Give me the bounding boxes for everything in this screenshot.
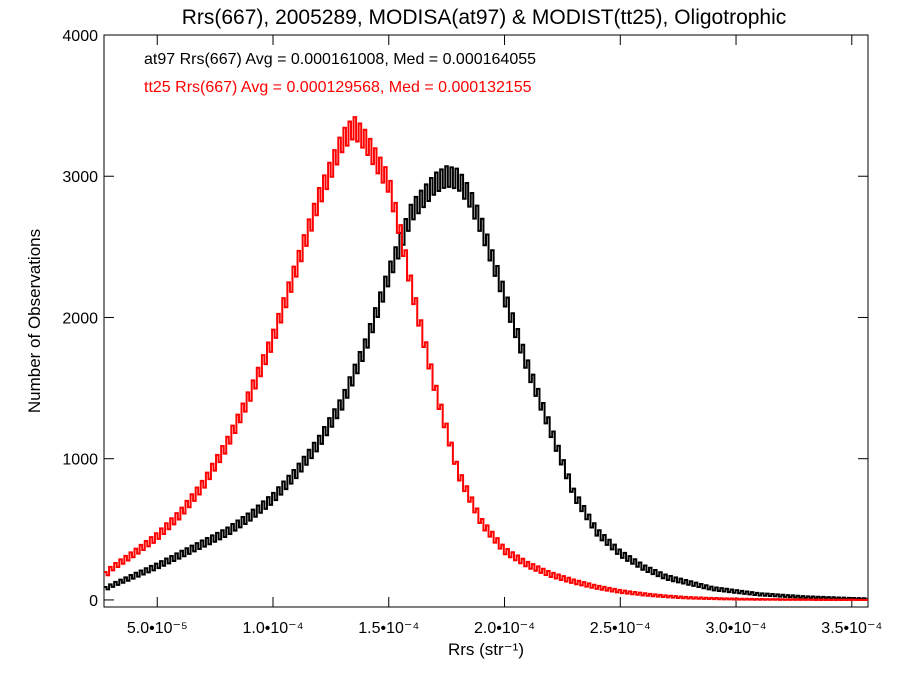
y-tick-label: 4000 (62, 28, 98, 45)
series-layer (104, 116, 868, 601)
x-tick-label: 2.5•10⁻⁴ (590, 620, 651, 637)
series-line-0 (104, 165, 868, 601)
y-axis: 0 1000 2000 3000 4000 (62, 28, 868, 610)
y-axis-label: Number of Observations (25, 229, 44, 413)
x-tick-label: 5.0•10⁻⁵ (127, 620, 188, 637)
y-tick-label: 2000 (62, 310, 98, 327)
x-tick-label: 3.5•10⁻⁴ (821, 620, 882, 637)
chart-title: Rrs(667), 2005289, MODISA(at97) & MODIST… (182, 6, 787, 29)
y-tick-label: 0 (89, 593, 98, 610)
y-tick-label: 1000 (62, 452, 98, 469)
legend-entry-tt25: tt25 Rrs(667) Avg = 0.000129568, Med = 0… (144, 79, 532, 96)
plot-frame (103, 34, 869, 608)
legend-entry-at97: at97 Rrs(667) Avg = 0.000161008, Med = 0… (144, 51, 536, 68)
series-line-1 (104, 116, 868, 601)
x-tick-label: 1.5•10⁻⁴ (358, 620, 419, 637)
y-tick-label: 3000 (62, 169, 98, 186)
x-tick-label: 1.0•10⁻⁴ (243, 620, 304, 637)
x-tick-label: 2.0•10⁻⁴ (474, 620, 535, 637)
x-axis-label: Rrs (str⁻¹) (448, 640, 524, 659)
x-tick-label: 3.0•10⁻⁴ (706, 620, 767, 637)
